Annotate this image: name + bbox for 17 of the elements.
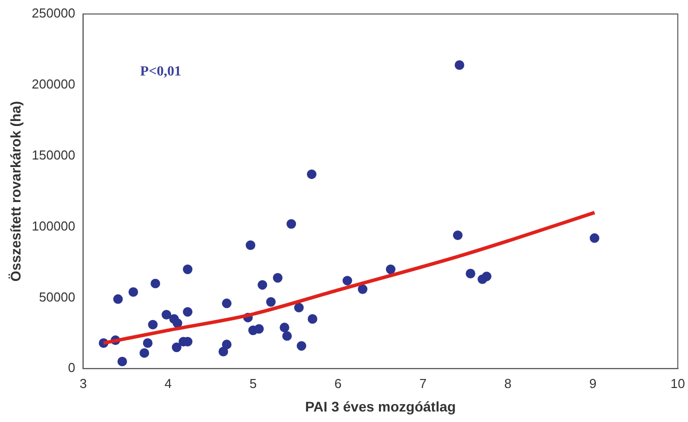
x-tick-label: 5 [249,376,257,391]
x-axis-title: PAI 3 éves mozgóátlag [305,398,456,414]
x-tick-label: 3 [80,376,87,391]
x-tick-label: 6 [334,376,342,391]
y-tick-label: 250000 [32,6,76,21]
annotation: P<0,01 [140,64,182,80]
x-tick-label: 8 [504,376,512,391]
y-tick-label: 0 [68,360,76,376]
x-tick-label: 9 [589,376,596,391]
y-tick-label: 150000 [32,147,76,162]
x-tick-label: 10 [670,376,686,391]
y-tick-label: 50000 [39,289,76,304]
y-tick-label: 200000 [32,76,76,92]
x-tick-label: 7 [419,376,427,391]
y-tick-label: 100000 [32,218,76,234]
y-axis-title: Összesített rovarkárok (ha) [7,101,24,282]
x-tick-label: 4 [164,376,172,391]
